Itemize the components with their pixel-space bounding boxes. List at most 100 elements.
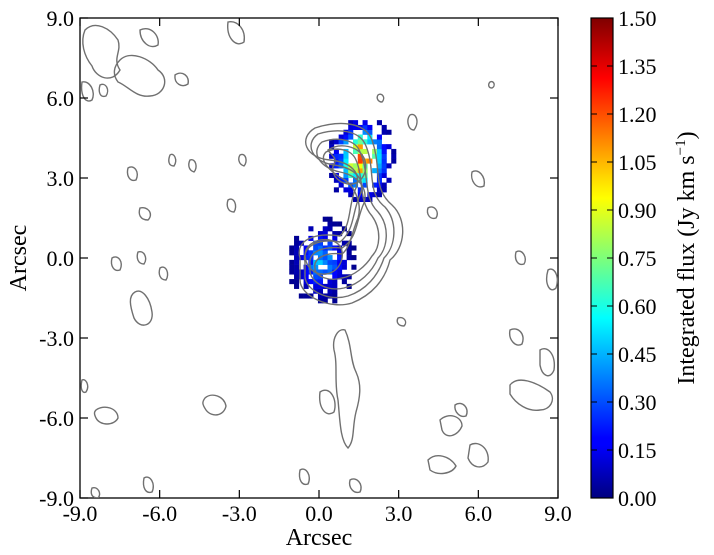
flux-pixel <box>327 269 333 275</box>
x-tick-label: 9.0 <box>544 501 572 526</box>
flux-pixel <box>327 259 333 265</box>
flux-pixel <box>362 129 368 135</box>
flux-pixel <box>289 264 295 270</box>
flux-pixel <box>294 250 300 256</box>
flux-pixel <box>341 279 347 285</box>
flux-pixel <box>362 182 368 188</box>
flux-pixel <box>348 192 354 198</box>
contour-main-4 <box>314 148 380 280</box>
flux-pixel <box>351 245 357 251</box>
flux-pixel <box>308 279 314 285</box>
flux-pixel <box>343 163 349 169</box>
colorbar-tick-label: 0.75 <box>618 246 657 271</box>
flux-pixel <box>337 250 343 256</box>
flux-pixel <box>381 144 387 150</box>
flux-pixel <box>303 245 309 251</box>
colorbar-tick-label: 0.45 <box>618 342 657 367</box>
flux-pixel <box>346 255 352 261</box>
flux-pixel <box>352 196 359 203</box>
flux-pixel <box>346 274 352 280</box>
colorbar-tick-label: 0.00 <box>618 486 657 511</box>
flux-pixel <box>381 158 387 164</box>
flux-pixel <box>338 139 344 145</box>
contour-south-core <box>304 239 344 275</box>
flux-pixel <box>317 279 324 285</box>
contour-main-2 <box>304 130 395 299</box>
flux-pixel <box>332 288 338 294</box>
colorbar-label-close: ) <box>674 131 700 139</box>
flux-pixel <box>372 182 378 188</box>
flux-pixel <box>337 269 343 275</box>
contour-lines <box>80 21 558 498</box>
flux-pixel <box>327 255 333 261</box>
flux-pixel <box>343 168 349 174</box>
flux-pixel <box>308 226 314 232</box>
flux-pixel <box>348 120 354 126</box>
flux-pixel <box>317 250 324 256</box>
flux-pixel <box>294 269 300 275</box>
flux-pixel <box>294 235 300 241</box>
flux-pixel <box>352 163 359 169</box>
flux-pixel <box>308 259 314 265</box>
flux-pixel <box>327 216 333 222</box>
flux-pixel <box>391 148 397 155</box>
contour-main-3 <box>309 138 387 290</box>
flux-pixel <box>352 168 359 174</box>
flux-pixel <box>376 163 382 169</box>
flux-pixel <box>289 250 295 256</box>
flux-pixel <box>294 255 300 261</box>
flux-pixel <box>313 264 319 270</box>
flux-pixel <box>343 172 349 179</box>
flux-pixel <box>294 245 300 251</box>
flux-pixel <box>333 148 339 155</box>
flux-pixel <box>333 139 339 145</box>
x-tick-label: 6.0 <box>465 501 493 526</box>
flux-pixel <box>376 144 382 150</box>
flux-pixel <box>357 153 363 159</box>
flux-pixel <box>289 259 295 265</box>
flux-pixel <box>367 139 373 145</box>
flux-pixel <box>376 148 382 155</box>
flux-pixel <box>327 226 333 232</box>
flux-pixel <box>362 148 368 155</box>
flux-pixel <box>351 264 357 270</box>
flux-pixel <box>362 163 368 169</box>
flux-pixel <box>346 245 352 251</box>
flux-pixel <box>329 172 335 179</box>
colorbar-tick-label: 0.30 <box>618 390 657 415</box>
flux-pixel <box>352 177 359 183</box>
flux-pixel <box>337 221 343 227</box>
flux-pixel <box>322 226 328 232</box>
flux-pixel <box>381 172 387 179</box>
colorbar-tick-label: 1.05 <box>618 150 657 175</box>
flux-pixel <box>308 264 314 270</box>
contour-tail-2 <box>319 389 336 415</box>
flux-pixel <box>308 269 314 275</box>
flux-pixel <box>332 269 338 275</box>
x-tick-label: -3.0 <box>222 501 257 526</box>
flux-pixel <box>376 158 382 164</box>
flux-pixel <box>343 129 349 135</box>
flux-pixel <box>322 259 328 265</box>
flux-pixel <box>357 196 363 203</box>
y-tick-label: -6.0 <box>39 406 74 431</box>
flux-pixel <box>294 283 300 289</box>
y-tick-label: 6.0 <box>47 86 75 111</box>
flux-pixel <box>337 274 343 280</box>
flux-pixel <box>341 264 347 270</box>
flux-pixel <box>352 172 359 179</box>
y-tick-label: -3.0 <box>39 326 74 351</box>
flux-pixel <box>372 192 378 198</box>
flux-pixel <box>391 158 397 164</box>
flux-pixel <box>329 163 335 169</box>
flux-pixel <box>294 279 300 285</box>
flux-pixel <box>332 231 338 237</box>
flux-pixel <box>338 182 344 188</box>
flux-pixel <box>294 264 300 270</box>
flux-pixel <box>348 163 354 169</box>
flux-pixel <box>332 279 338 285</box>
contour-main-outer <box>298 122 404 306</box>
colorbar-tick-label: 1.35 <box>618 54 657 79</box>
flux-pixel <box>346 250 352 256</box>
